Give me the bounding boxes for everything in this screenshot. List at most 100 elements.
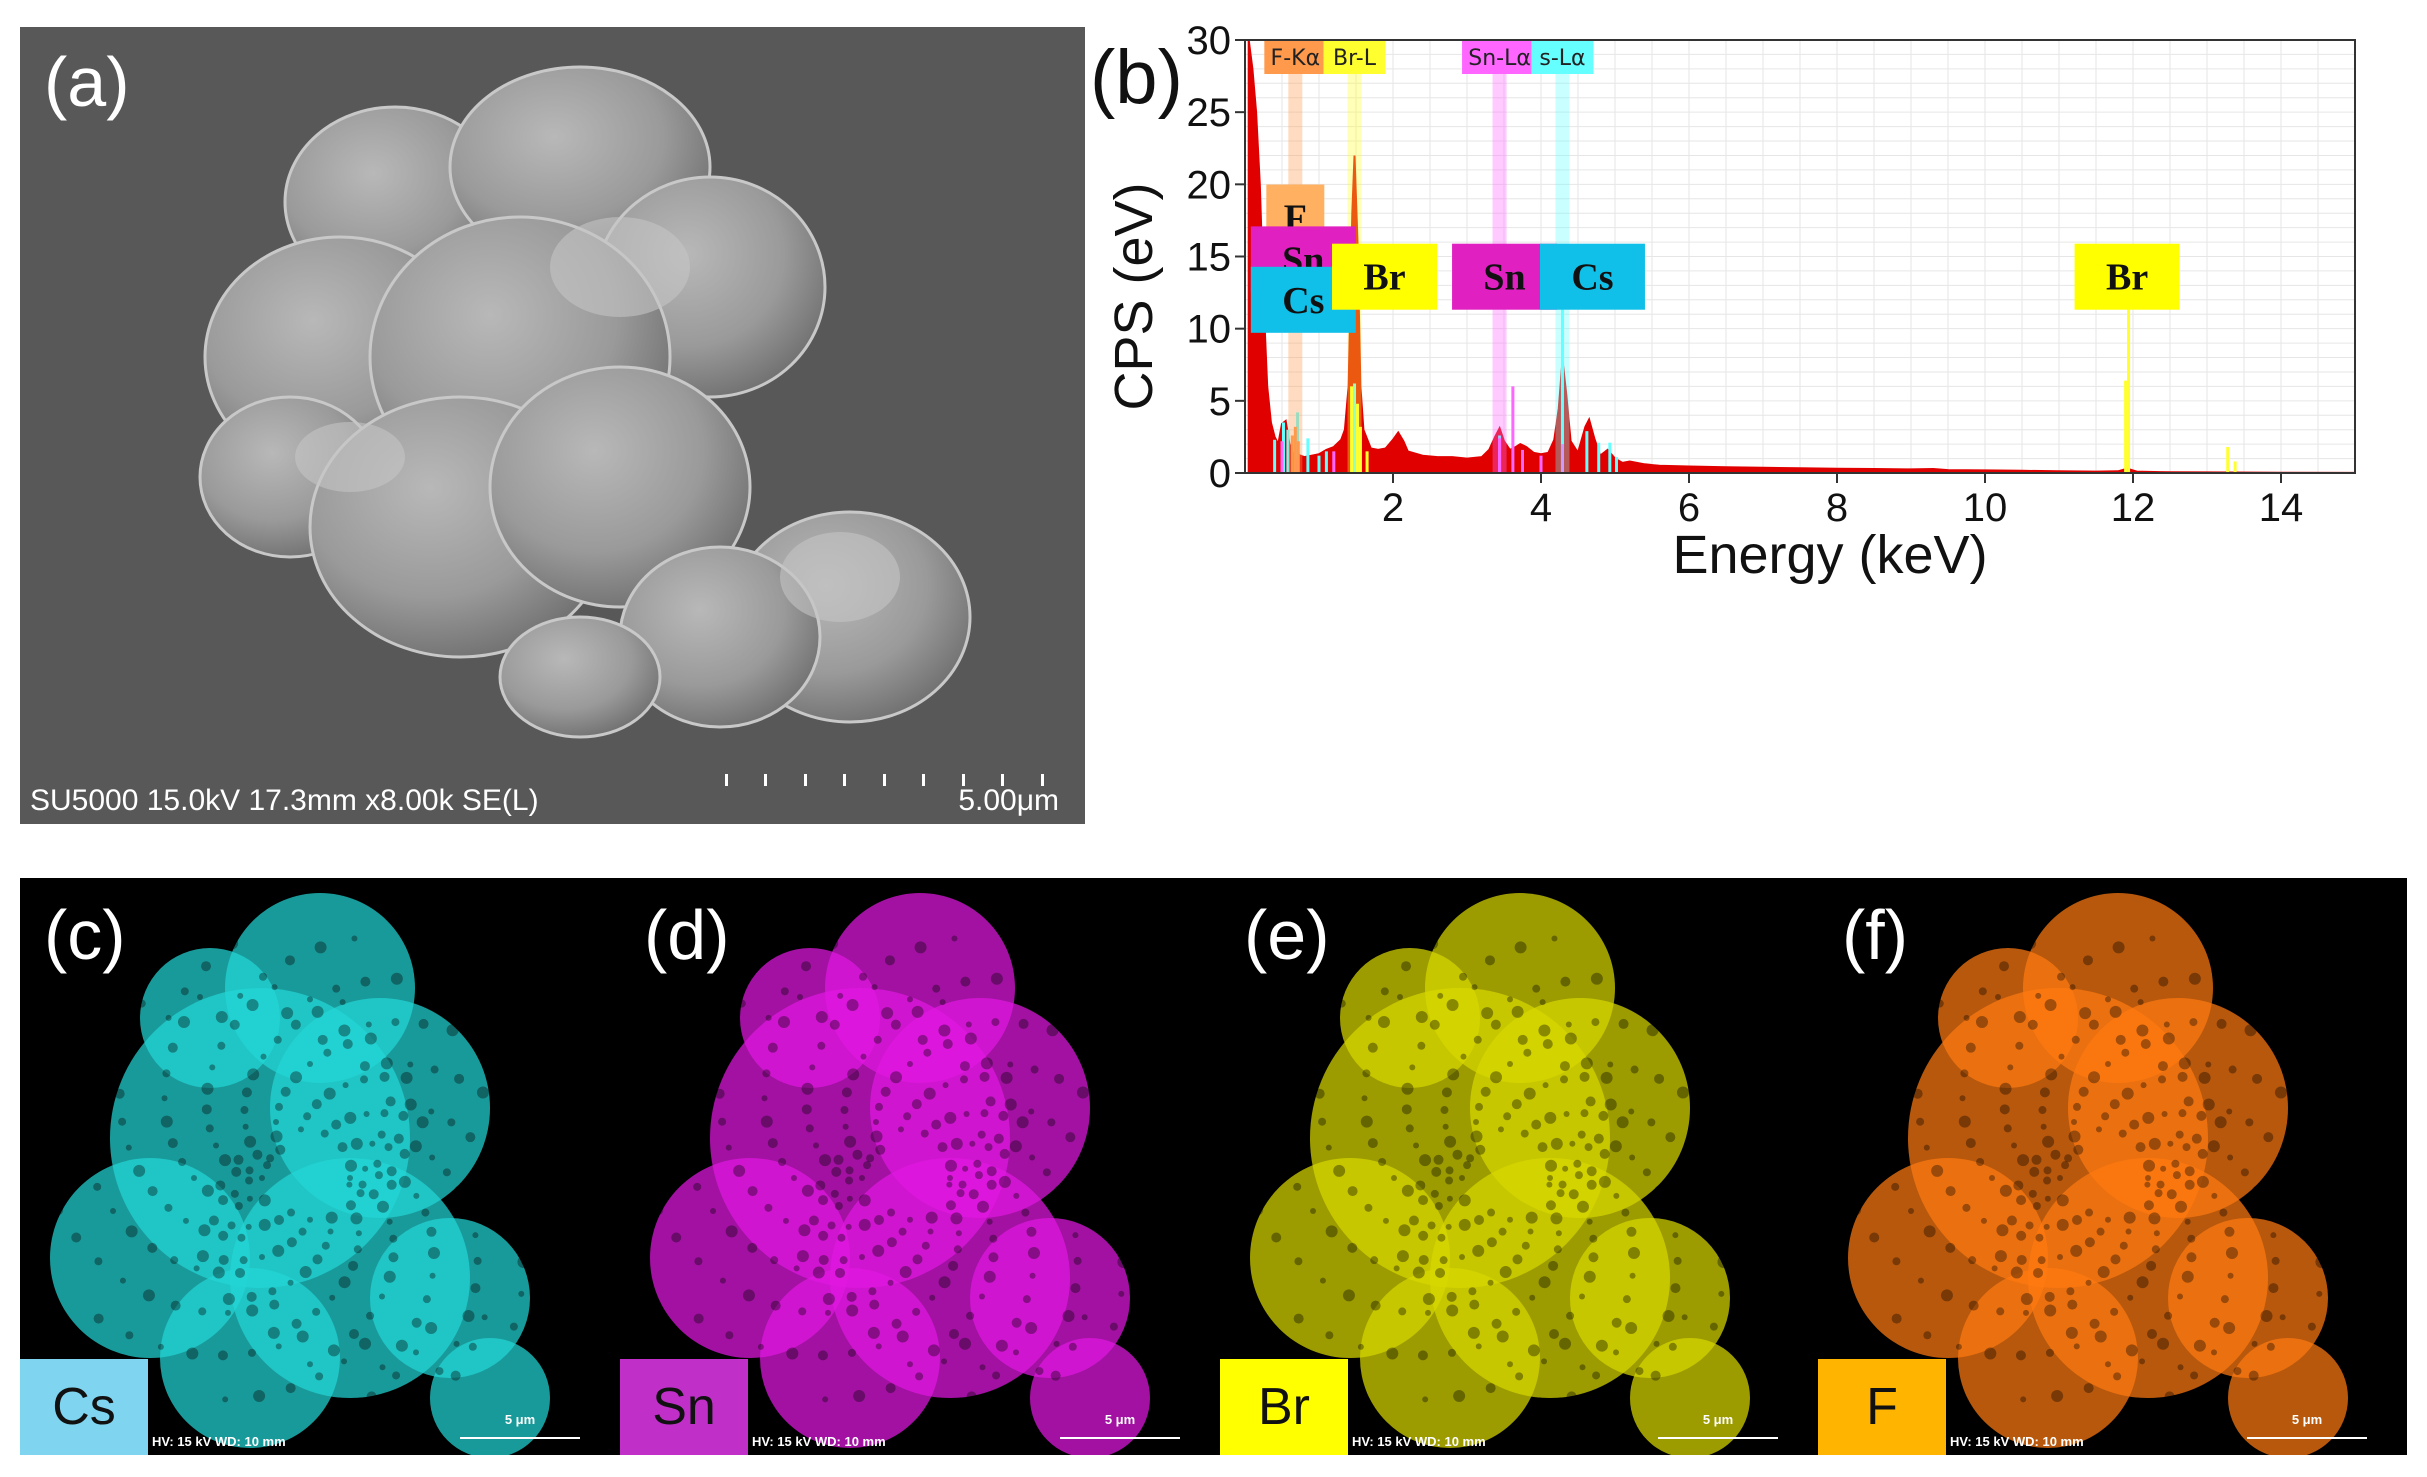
map-noise: [222, 1396, 229, 1403]
map-noise: [1517, 1034, 1528, 1045]
map-noise: [2184, 1166, 2195, 1177]
map-noise: [274, 1215, 285, 1226]
map-noise: [336, 1408, 349, 1421]
map-noise: [1475, 1102, 1484, 1111]
map-noise: [1480, 1086, 1491, 1097]
map-noise: [2207, 1140, 2220, 1153]
map-noise: [1486, 1237, 1497, 1248]
map-noise: [298, 1227, 307, 1236]
map-noise: [1437, 992, 1444, 999]
eds-spectrum-chart: F-Kα Br-L Sn-Lα s-Lα 2 4 6 8 10 12 14 0 5 10 15 20 25 30…: [1104, 19, 2356, 585]
map-noise: [291, 1318, 302, 1329]
map-noise: [1467, 1326, 1480, 1339]
map-noise: [1370, 1300, 1381, 1311]
map-noise: [2058, 1053, 2065, 1060]
map-noise: [342, 1039, 353, 1050]
map-noise: [388, 1252, 399, 1263]
map-noise: [1042, 1168, 1051, 1177]
map-noise: [2148, 1212, 2161, 1225]
map-noise: [1417, 1350, 1428, 1361]
map-noise: [2110, 1307, 2119, 1316]
map-noise: [858, 1218, 871, 1231]
map-noise: [1662, 1309, 1675, 1322]
map-noise: [386, 1218, 393, 1225]
map-noise: [1138, 1153, 1149, 1164]
map-noise: [1715, 1226, 1726, 1237]
map-noise: [2016, 1195, 2027, 1206]
map-noise: [881, 1007, 894, 1020]
map-noise: [1463, 1161, 1472, 1170]
map-noise: [764, 1203, 773, 1212]
map-noise: [871, 984, 878, 991]
map-noise: [1027, 1247, 1040, 1260]
map-noise: [866, 1154, 875, 1163]
map-noise: [2184, 1179, 2195, 1190]
map-noise: [2274, 1086, 2287, 1099]
map-noise: [2085, 1208, 2094, 1217]
map-noise: [693, 1182, 702, 1191]
map-noise: [694, 1257, 703, 1266]
map-noise: [815, 1011, 828, 1024]
map-noise: [1445, 1176, 1454, 1185]
map-noise: [93, 1313, 104, 1324]
map-noise: [923, 1048, 932, 1057]
map-noise: [948, 1260, 959, 1271]
map-noise: [1546, 1181, 1553, 1188]
map-noise: [860, 1053, 867, 1060]
map-noise: [974, 1171, 983, 1180]
map-noise: [2245, 1118, 2254, 1127]
map-noise: [281, 1007, 294, 1020]
map-noise: [1470, 1130, 1483, 1143]
x-tick-label: 6: [1678, 486, 1700, 530]
map-noise: [891, 1318, 902, 1329]
map-noise: [1458, 1194, 1471, 1207]
map-noise: [1487, 1208, 1496, 1217]
map-noise: [1653, 1340, 1660, 1347]
map-noise: [1678, 1038, 1685, 1045]
map-noise: [186, 1347, 199, 1360]
map-noise: [1613, 1192, 1620, 1199]
map-noise: [798, 1307, 807, 1316]
map-noise: [747, 1242, 758, 1253]
chart-spikes: [1273, 295, 2237, 473]
map-noise: [1415, 1011, 1428, 1024]
map-noise: [1459, 972, 1468, 981]
map-noise: [1622, 1295, 1631, 1304]
element-label-text-5: Cs: [1571, 257, 1613, 299]
map-noise: [1945, 1186, 1956, 1197]
map-noise: [325, 1211, 338, 1224]
map-noise: [791, 1175, 797, 1181]
peak-tag-text-1: Br-L: [1333, 46, 1377, 71]
map-noise: [1405, 1124, 1414, 1133]
map-noise: [2095, 1126, 2102, 1133]
map-noise: [2157, 1061, 2168, 1072]
map-noise: [1547, 1175, 1553, 1181]
map-noise: [1490, 1019, 1501, 1030]
map-noise: [2193, 1339, 2206, 1352]
map-noise: [805, 1124, 814, 1133]
map-noise: [2025, 1221, 2034, 1230]
map-noise: [379, 1364, 386, 1371]
map-noise: [299, 1265, 312, 1278]
map-noise: [1923, 1331, 1932, 1340]
map-noise: [1377, 1015, 1390, 1028]
map-noise: [979, 1071, 990, 1082]
map-noise: [1924, 1030, 1931, 1037]
map-noise: [796, 1250, 809, 1263]
map-noise: [863, 1161, 872, 1170]
map-noise: [273, 1119, 279, 1126]
map-noise: [2151, 1245, 2160, 1254]
map-noise: [1318, 1117, 1327, 1126]
map-noise: [379, 1071, 390, 1082]
panel-label-e: (e): [1244, 896, 1330, 974]
map-noise: [725, 1331, 734, 1340]
map-noise: [852, 1149, 863, 1160]
map-noise: [2202, 1098, 2215, 1111]
map-noise: [1625, 1321, 1638, 1334]
map-noise: [1976, 1158, 1985, 1167]
y-tick-label: 20: [1187, 163, 1232, 207]
map-noise: [2146, 1260, 2157, 1271]
map-noise: [1611, 1317, 1622, 1328]
map-noise: [1347, 1186, 1358, 1197]
chart-peak-bands: F-Kα Br-L Sn-Lα s-Lα: [1264, 40, 1594, 473]
